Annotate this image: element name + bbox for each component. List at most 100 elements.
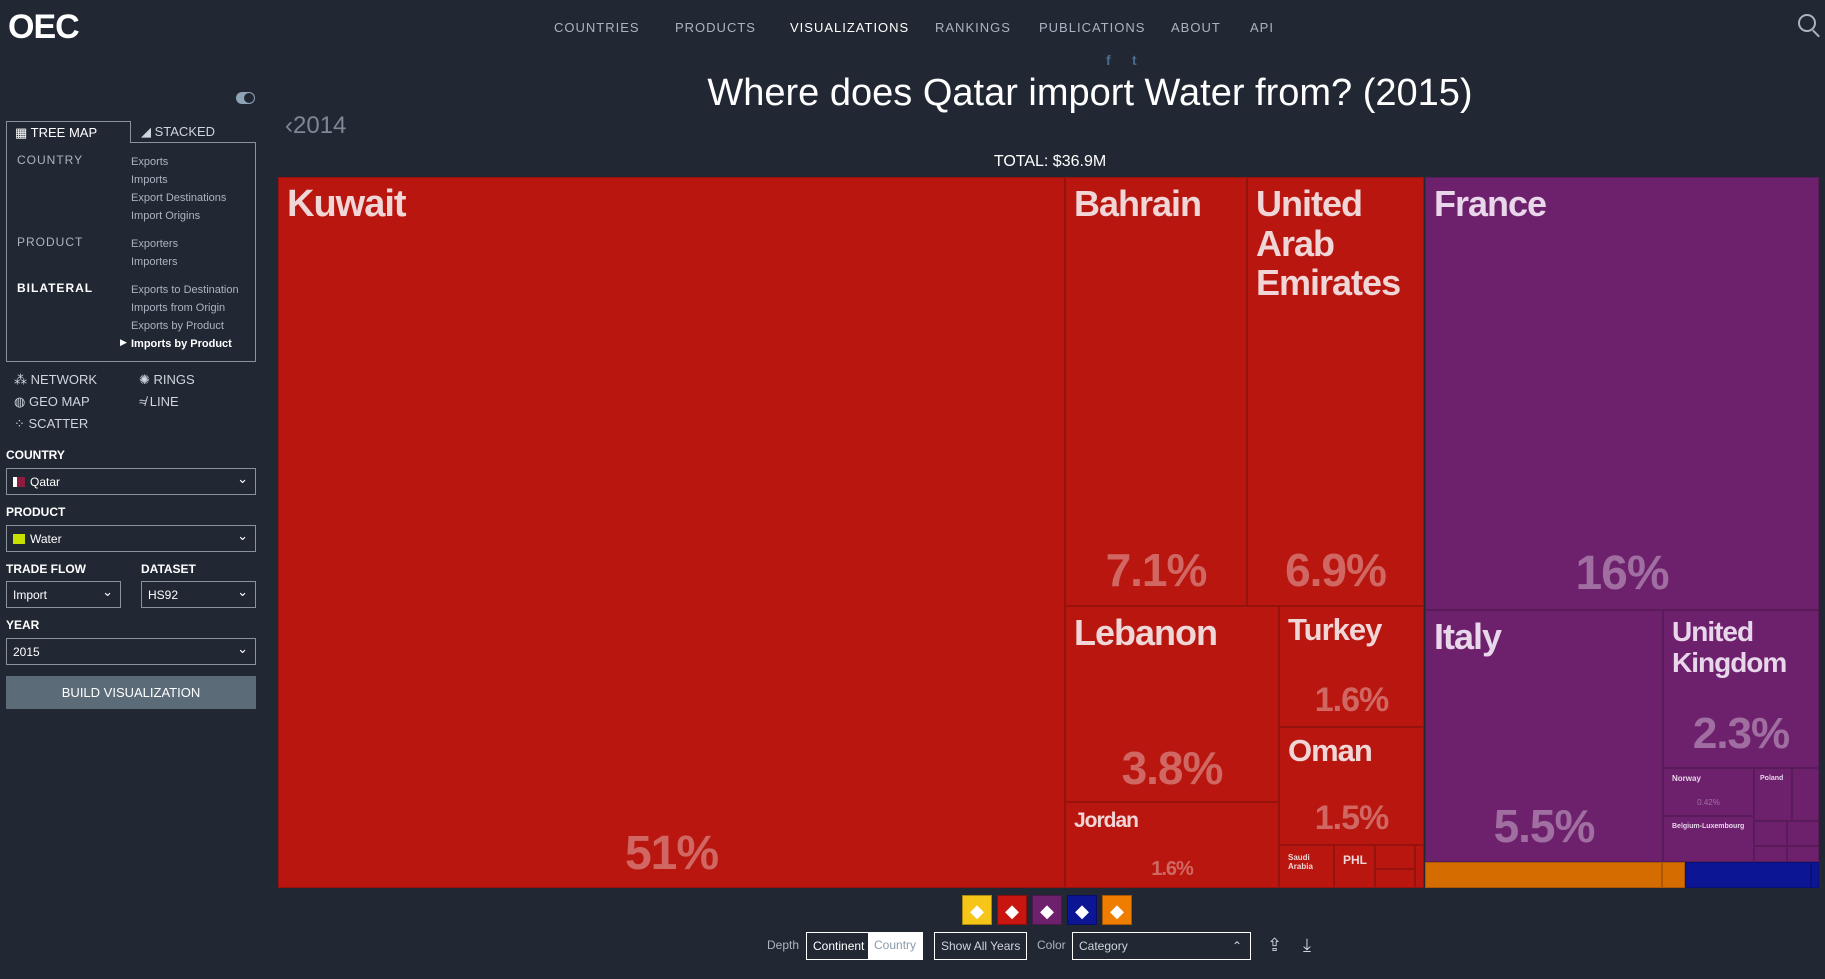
facebook-icon[interactable]: f [1106, 52, 1111, 68]
viz-scatter[interactable]: ⁘ SCATTER [14, 416, 88, 432]
treemap-cell-small[interactable] [1787, 821, 1819, 846]
nav-api[interactable]: API [1250, 20, 1274, 35]
country-select[interactable]: Qatar [6, 468, 256, 495]
treemap-cell-small[interactable] [1792, 768, 1819, 821]
treemap-cell-norway[interactable]: Norway 0.42% [1663, 768, 1754, 816]
section-bilateral: BILATERAL [17, 281, 94, 295]
cell-label: United Kingdom [1672, 616, 1787, 678]
treemap-cell-small[interactable] [1754, 846, 1787, 862]
share-icon[interactable]: ⇪ [1267, 935, 1283, 955]
nav-publications[interactable]: PUBLICATIONS [1039, 20, 1146, 35]
europe-icon[interactable]: ◆ [1032, 895, 1062, 925]
north-america-icon[interactable]: ◆ [1067, 895, 1097, 925]
link-exports-to-destination[interactable]: Exports to Destination [131, 284, 239, 296]
treemap-cell-north-america[interactable] [1685, 862, 1811, 888]
oec-logo[interactable]: OEC [8, 8, 80, 46]
viz-rings[interactable]: ✺ RINGS [139, 372, 195, 388]
treemap-cell-oceania-small[interactable] [1662, 862, 1685, 888]
link-export-destinations[interactable]: Export Destinations [131, 192, 227, 204]
nav-countries[interactable]: COUNTRIES [554, 20, 640, 35]
cell-label: Oman [1288, 733, 1373, 768]
treemap-cell-bahrain[interactable]: Bahrain 7.1% [1065, 177, 1247, 606]
viz-menu [6, 142, 256, 362]
link-imports-by-product[interactable]: Imports by Product [131, 338, 232, 350]
cell-label: United Arab Emirates [1256, 183, 1401, 304]
cell-label: Norway [1672, 774, 1701, 783]
cell-label: Lebanon [1074, 612, 1218, 653]
build-visualization-button[interactable]: BUILD VISUALIZATION [6, 676, 256, 709]
dataset-label: DATASET [141, 562, 196, 576]
color-select[interactable]: Category ⌃ [1072, 932, 1251, 960]
treemap-cell-jordan[interactable]: Jordan 1.6% [1065, 802, 1279, 888]
tab-tree-map[interactable]: ▦ TREE MAP [6, 121, 131, 143]
treemap-cell-poland[interactable]: Poland [1754, 768, 1792, 821]
cell-label: Belgium-Luxembourg [1672, 823, 1745, 830]
link-imports[interactable]: Imports [131, 174, 168, 186]
treemap-cell-oceania[interactable] [1425, 862, 1662, 888]
treemap-cell-belgium-luxembourg[interactable]: Belgium-Luxembourg [1663, 816, 1754, 862]
oceania-icon[interactable]: ◆ [1102, 895, 1132, 925]
cell-share: 5.5% [1493, 800, 1596, 852]
treemap-cell-italy[interactable]: Italy 5.5% [1425, 610, 1663, 862]
depth-continent-button[interactable]: Continent [806, 932, 869, 960]
link-import-origins[interactable]: Import Origins [131, 210, 201, 222]
search-icon[interactable] [1798, 14, 1816, 32]
rings-icon: ✺ [139, 372, 154, 387]
link-exporters[interactable]: Exporters [131, 238, 179, 250]
treemap-cell-uae[interactable]: United Arab Emirates 6.9% [1247, 177, 1424, 606]
show-all-years-button[interactable]: Show All Years [934, 932, 1028, 960]
link-importers[interactable]: Importers [131, 256, 178, 268]
viz-label: SCATTER [28, 416, 89, 431]
treemap-cell-phl[interactable]: PHL [1334, 845, 1375, 888]
treemap-cell-small[interactable] [1754, 821, 1787, 846]
nav-about[interactable]: ABOUT [1171, 20, 1221, 35]
treemap-cell-small[interactable] [1787, 846, 1819, 862]
link-exports-by-product[interactable]: Exports by Product [131, 320, 224, 332]
sidebar-toggle[interactable] [236, 92, 255, 104]
chevron-up-icon: ⌃ [1231, 939, 1242, 953]
africa-icon[interactable]: ◆ [962, 895, 992, 925]
nav-visualizations[interactable]: VISUALIZATIONS [790, 20, 910, 35]
cell-label: Jordan [1074, 809, 1139, 832]
treemap-cell-small[interactable] [1415, 845, 1424, 888]
treemap-cell-small[interactable] [1375, 845, 1415, 869]
link-imports-from-origin[interactable]: Imports from Origin [131, 302, 226, 314]
viz-line[interactable]: ≉ LINE [139, 394, 179, 409]
tab-label: STACKED [154, 124, 216, 139]
tab-label: TREE MAP [30, 125, 98, 140]
cell-label: Poland [1760, 775, 1784, 782]
product-label: PRODUCT [6, 505, 66, 519]
treemap-cell-small[interactable] [1375, 869, 1415, 888]
tab-stacked[interactable]: ◢ STACKED [133, 121, 223, 143]
country-value: Qatar [30, 475, 61, 489]
treemap-cell-turkey[interactable]: Turkey 1.6% [1279, 606, 1424, 727]
treemap-cell-saudi-arabia[interactable]: Saudi Arabia [1279, 845, 1334, 888]
cell-share: 16% [1575, 547, 1669, 600]
download-icon[interactable]: ⤓ [1303, 935, 1311, 955]
nav-rankings[interactable]: RANKINGS [935, 20, 1011, 35]
treemap-cell-kuwait[interactable]: Kuwait 51% [278, 177, 1065, 888]
asia-icon[interactable]: ◆ [997, 895, 1027, 925]
cell-label: PHL [1343, 853, 1367, 867]
depth-country-button[interactable]: Country [869, 932, 923, 960]
nav-products[interactable]: PRODUCTS [675, 20, 756, 35]
dataset-select[interactable]: HS92 [141, 581, 256, 608]
treemap-cell-lebanon[interactable]: Lebanon 3.8% [1065, 606, 1279, 802]
product-select[interactable]: Water [6, 525, 256, 552]
year-select[interactable]: 2015 [6, 638, 256, 665]
treemap-cell-oman[interactable]: Oman 1.5% [1279, 727, 1424, 845]
previous-year-link[interactable]: ‹2014 [285, 112, 347, 139]
viz-network[interactable]: ⁂ NETWORK [14, 372, 97, 388]
twitter-icon[interactable]: t [1132, 52, 1137, 68]
year-label: YEAR [6, 618, 40, 632]
color-label: Color [1037, 938, 1066, 952]
treemap-cell-france[interactable]: France 16% [1425, 177, 1819, 610]
trade-flow-select[interactable]: Import [6, 581, 121, 608]
viz-geo-map[interactable]: ◍ GEO MAP [14, 394, 90, 410]
cell-label: Kuwait [287, 183, 407, 225]
cell-label: Bahrain [1074, 183, 1202, 224]
treemap-cell-united-kingdom[interactable]: United Kingdom 2.3% [1663, 610, 1819, 768]
treemap-cell-north-america-small[interactable] [1811, 862, 1819, 888]
cell-share: 7.1% [1105, 544, 1208, 596]
link-exports[interactable]: Exports [131, 156, 169, 168]
